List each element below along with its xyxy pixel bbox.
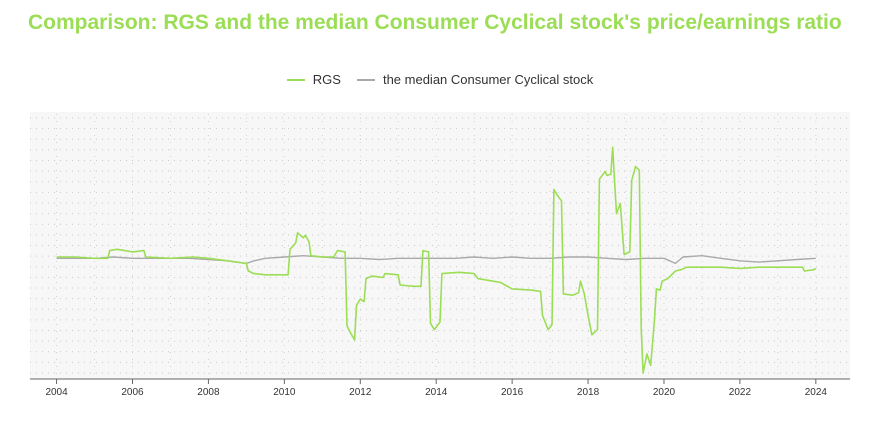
plot-area bbox=[30, 112, 850, 379]
x-tick-label: 2014 bbox=[425, 387, 448, 398]
legend-item-rgs[interactable]: RGS bbox=[286, 72, 341, 87]
x-tick-label: 2010 bbox=[273, 387, 296, 398]
legend-item-median[interactable]: the median Consumer Cyclical stock bbox=[356, 72, 594, 87]
x-tick-label: 2024 bbox=[805, 387, 828, 398]
legend-swatch-median bbox=[356, 78, 375, 81]
legend-swatch-rgs bbox=[286, 78, 305, 81]
x-tick-label: 2020 bbox=[653, 387, 676, 398]
legend-label-rgs: RGS bbox=[312, 72, 341, 87]
x-tick-label: 2022 bbox=[729, 387, 752, 398]
legend: RGS the median Consumer Cyclical stock bbox=[0, 72, 880, 87]
x-tick-label: 2012 bbox=[349, 387, 372, 398]
x-tick-label: 2016 bbox=[501, 387, 524, 398]
x-tick-label: 2004 bbox=[45, 387, 68, 398]
x-axis: 2004 2006 2008 2010 2012 2014 2016 2018 2020 2022… bbox=[45, 379, 827, 398]
legend-label-median: the median Consumer Cyclical stock bbox=[382, 72, 594, 87]
x-tick-label: 2008 bbox=[197, 387, 220, 398]
chart-title: Comparison: RGS and the median Consumer … bbox=[28, 11, 842, 34]
series-line-median bbox=[56, 255, 816, 265]
series-line-rgs bbox=[56, 146, 817, 374]
x-tick-label: 2018 bbox=[577, 387, 600, 398]
x-tick-label: 2006 bbox=[121, 387, 144, 398]
series-layer bbox=[56, 146, 817, 374]
